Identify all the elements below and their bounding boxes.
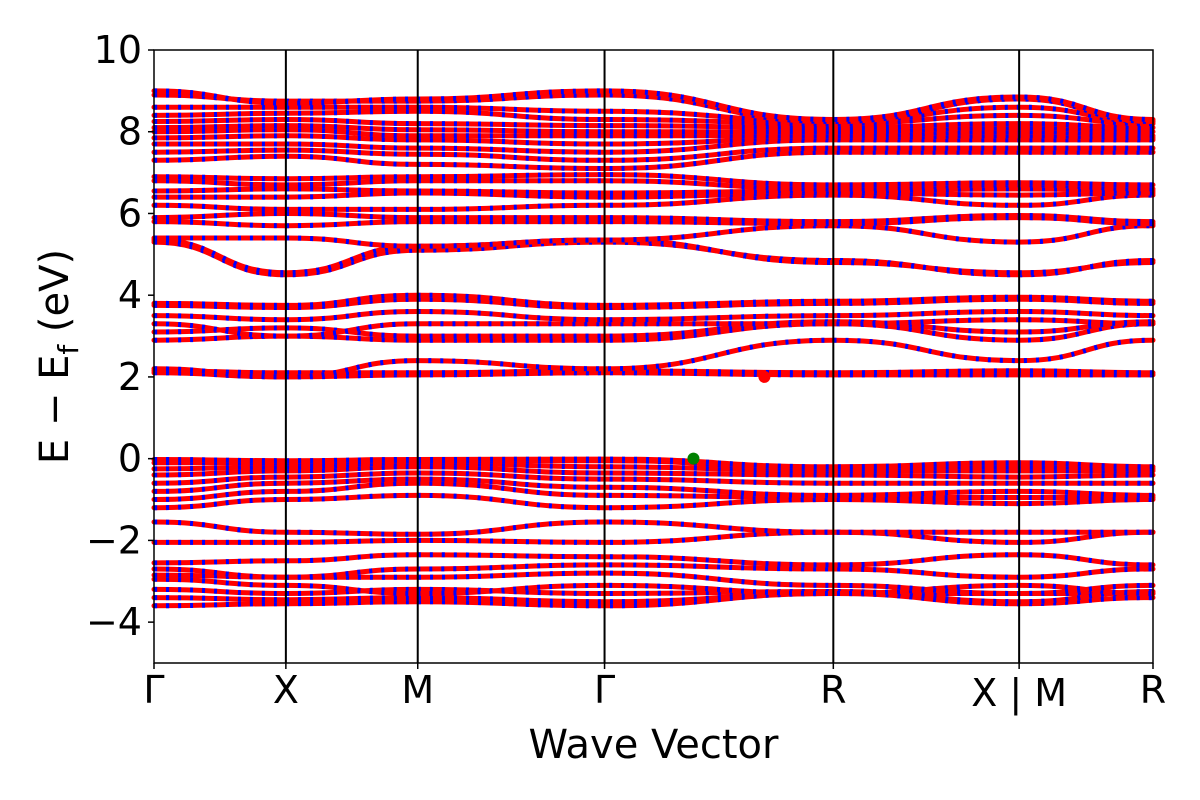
band-conduction-high-7-spin-down — [153, 108, 1154, 127]
y-axis-title-main: E − E — [32, 355, 78, 465]
y-tick-label-7: 10 — [94, 28, 142, 72]
y-tick-label-2: 0 — [118, 437, 142, 481]
y-tick-label-5: 6 — [118, 191, 142, 235]
band-conduction-high-0-spin-up — [151, 149, 1156, 172]
band-group-valence-deep — [151, 519, 1156, 609]
band-valence-top-4-spin-down — [153, 464, 1154, 480]
band-conduction-high-3-spin-down — [153, 133, 1154, 147]
band-conduction-mid-8-spin-down — [153, 178, 1154, 192]
band-conduction-low-2-spin-down — [153, 337, 1154, 380]
x-axis-title: Wave Vector — [529, 722, 780, 768]
band-valence-top-7-spin-down — [153, 456, 1154, 470]
band-valence-top-2-spin-up — [151, 476, 1156, 498]
x-tick-label-2: M — [401, 668, 434, 712]
cbm-marker — [758, 370, 771, 383]
band-valence-deep-8-spin-up — [151, 519, 1156, 537]
y-axis-title: E − Ef (eV) — [32, 249, 85, 464]
x-tick-label-3: Γ — [594, 668, 615, 712]
band-group-conduction-low — [151, 292, 1156, 380]
y-tick-label-6: 8 — [118, 110, 142, 154]
high-symmetry-lines — [284, 50, 1021, 663]
vbm-marker — [687, 452, 700, 465]
band-conduction-low-6-spin-up — [151, 308, 1156, 323]
y-axis-title-subscript: f — [52, 344, 85, 355]
band-conduction-mid-6-spin-down — [154, 190, 1154, 200]
band-group-conduction-high — [151, 88, 1156, 172]
band-valence-deep-3-spin-up — [151, 576, 1156, 597]
x-tick-label-0: Γ — [143, 668, 164, 712]
x-axis-ticks: Γ X M Γ R X | M R — [143, 663, 1166, 716]
band-conduction-mid-4-spin-down — [153, 210, 1154, 225]
band-conduction-high-1-spin-down — [153, 145, 1154, 163]
band-conduction-mid-9-spin-down — [153, 172, 1154, 188]
band-valence-deep-4-spin-down — [153, 570, 1154, 597]
x-tick-label-5: X | M — [971, 671, 1067, 716]
y-tick-label-0: −4 — [86, 600, 142, 644]
extrema-markers — [687, 370, 771, 465]
band-conduction-high-2-spin-down — [154, 137, 1153, 155]
band-group-valence-top — [151, 456, 1156, 511]
band-group-conduction-mid — [151, 172, 1156, 278]
band-valence-top-5-spin-down — [153, 460, 1153, 474]
band-valence-top-1-spin-up — [151, 480, 1156, 502]
band-conduction-mid-3-spin-down — [153, 215, 1154, 229]
band-valence-top-0-spin-up — [151, 492, 1156, 511]
y-tick-label-1: −2 — [86, 518, 142, 562]
band-valence-deep-1-spin-down — [153, 590, 1153, 605]
band-valence-top-3-spin-up — [151, 470, 1156, 486]
bands-layer — [151, 88, 1156, 609]
band-conduction-low-1-spin-up — [151, 368, 1156, 376]
band-conduction-mid-7-spin-down — [153, 186, 1154, 196]
plot-frame — [153, 49, 1154, 664]
x-tick-label-1: X — [273, 668, 299, 712]
y-axis-title-unit: (eV) — [32, 249, 78, 345]
band-conduction-high-4-spin-down — [153, 127, 1154, 139]
band-conduction-mid-4-spin-up — [151, 210, 1156, 225]
band-conduction-high-6-spin-down — [153, 116, 1154, 131]
x-tick-label-4: R — [820, 668, 846, 712]
band-conduction-mid-7-spin-up — [151, 186, 1156, 196]
band-conduction-high-5-spin-down — [153, 123, 1154, 135]
y-tick-label-4: 4 — [118, 273, 142, 317]
x-tick-label-6: R — [1140, 668, 1166, 712]
y-axis-ticks: −4 −2 0 2 4 6 8 10 — [86, 28, 154, 644]
band-valence-deep-5-spin-up — [151, 562, 1156, 580]
band-conduction-low-8-spin-up — [151, 292, 1156, 308]
y-tick-label-3: 2 — [118, 355, 142, 399]
